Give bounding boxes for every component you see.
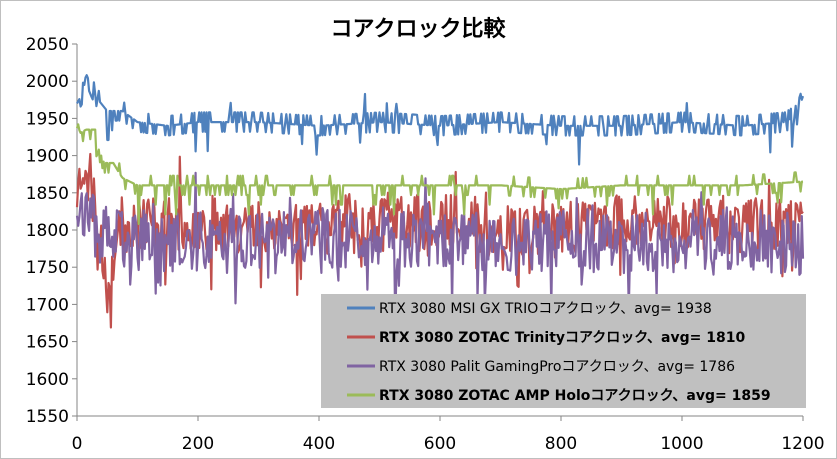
legend-entry: RTX 3080 Palit GamingProコアクロック、avg= 1786 xyxy=(379,359,735,375)
x-tick-label: 1200 xyxy=(781,434,824,454)
legend-entry: RTX 3080 ZOTAC Trinityコアクロック、avg= 1810 xyxy=(379,330,745,346)
y-tick-label: 2000 xyxy=(26,72,69,92)
x-tick-label: 800 xyxy=(545,434,577,454)
y-tick-label: 1800 xyxy=(26,221,69,241)
series-group xyxy=(75,74,805,329)
legend-background xyxy=(321,294,806,408)
series-line-3 xyxy=(75,171,805,322)
y-tick-label: 1600 xyxy=(26,370,69,390)
x-tick-label: 0 xyxy=(72,434,83,454)
y-tick-label: 1950 xyxy=(26,109,69,129)
y-tick-label: 1900 xyxy=(26,147,69,167)
series-line-4 xyxy=(75,123,804,226)
x-tick-label: 600 xyxy=(424,434,456,454)
legend-entry: RTX 3080 ZOTAC AMP Holoコアクロック、avg= 1859 xyxy=(379,388,771,404)
y-tick-label: 1850 xyxy=(26,184,69,204)
x-tick-label: 1000 xyxy=(660,434,703,454)
x-tick-label: 200 xyxy=(182,434,214,454)
y-tick-label: 1650 xyxy=(26,333,69,353)
x-tick-label: 400 xyxy=(303,434,335,454)
axes: 1550160016501700175018001850190019502000… xyxy=(26,35,825,454)
y-tick-label: 1750 xyxy=(26,258,69,278)
legend: RTX 3080 MSI GX TRIOコアクロック、avg= 1938 RTX … xyxy=(321,294,806,408)
y-tick-label: 2050 xyxy=(26,35,69,55)
chart-title: コアクロック比較 xyxy=(331,16,507,42)
legend-entry: RTX 3080 MSI GX TRIOコアクロック、avg= 1938 xyxy=(379,301,712,317)
y-tick-label: 1700 xyxy=(26,295,69,315)
series-line-1 xyxy=(76,74,805,166)
y-tick-label: 1550 xyxy=(26,407,69,427)
